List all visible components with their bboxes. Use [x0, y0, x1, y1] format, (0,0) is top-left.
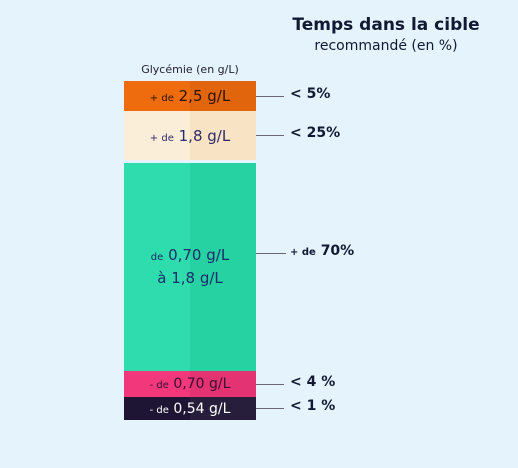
- connector-line: [256, 384, 284, 385]
- connector-line: [256, 408, 284, 409]
- title-line: Temps dans la cible: [292, 15, 480, 35]
- segment-above-2-5: + de 2,5 g/L: [124, 81, 256, 111]
- target-prefix: + de: [290, 247, 316, 258]
- target-value: < 4 %: [290, 374, 336, 390]
- segment-label: + de 1,8 g/L: [150, 127, 230, 145]
- chart-title: Temps dans la cible recommandé (en %): [268, 14, 504, 56]
- segment-value: 0,70 g/L: [168, 246, 230, 264]
- segment-prefix: + de: [149, 93, 174, 104]
- segment-value: 1,8 g/L: [178, 126, 231, 145]
- target-value: < 25%: [290, 125, 341, 141]
- subtitle-line: recommandé (en %): [314, 38, 458, 54]
- segment-value: 2,5 g/L: [178, 87, 231, 105]
- segment-value-line2: à 1,8 g/L: [157, 269, 223, 287]
- segment-prefix: - de: [149, 404, 169, 416]
- connector-line: [256, 253, 286, 254]
- segment-above-1-8: + de 1,8 g/L: [124, 111, 256, 160]
- segment-below-0-70: - de 0,70 g/L: [124, 371, 256, 397]
- segment-label: - de 0,54 g/L: [150, 401, 231, 417]
- target-value: < 1 %: [290, 398, 336, 414]
- segment-prefix: de: [150, 252, 164, 263]
- connector-line: [256, 135, 284, 136]
- segment-target-range: de 0,70 g/L à 1,8 g/L: [124, 163, 256, 371]
- target-value: + de 70%: [290, 243, 354, 259]
- connector-line: [256, 96, 284, 97]
- segment-label: de 0,70 g/L à 1,8 g/L: [151, 245, 229, 289]
- segment-value: 0,54 g/L: [173, 400, 231, 417]
- segment-label: + de 2,5 g/L: [150, 87, 230, 105]
- segment-below-0-54: - de 0,54 g/L: [124, 397, 256, 420]
- segment-prefix: + de: [149, 132, 174, 144]
- segment-value: 0,70 g/L: [173, 376, 231, 392]
- segment-label: - de 0,70 g/L: [150, 376, 231, 392]
- segment-prefix: - de: [149, 380, 169, 391]
- target-number: 70%: [320, 243, 355, 259]
- target-value: < 5%: [290, 86, 331, 102]
- column-label: Glycémie (en g/L): [141, 63, 239, 76]
